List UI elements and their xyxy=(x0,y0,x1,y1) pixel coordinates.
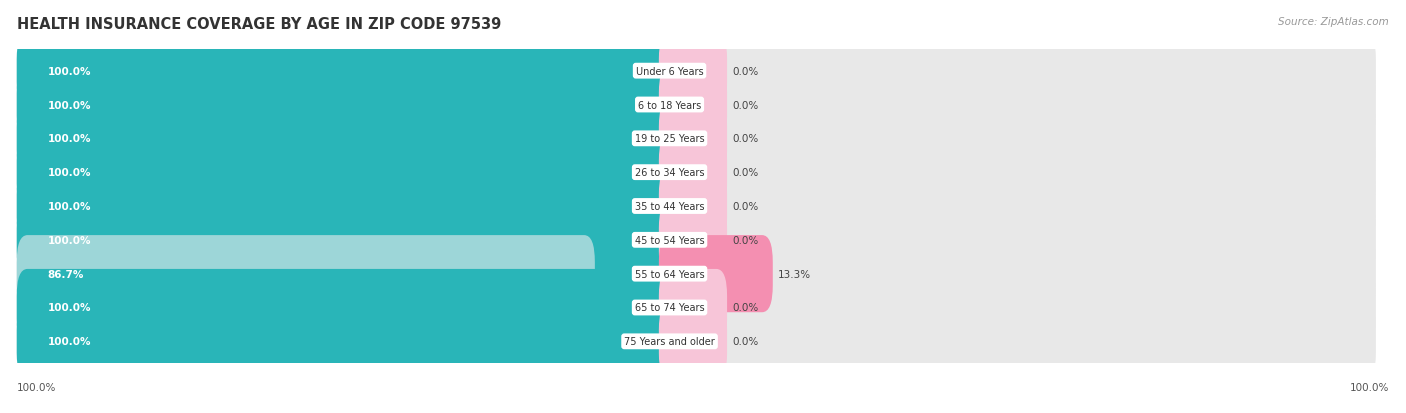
FancyBboxPatch shape xyxy=(659,134,727,211)
Text: 0.0%: 0.0% xyxy=(733,168,759,178)
Text: 0.0%: 0.0% xyxy=(733,66,759,76)
FancyBboxPatch shape xyxy=(659,202,727,279)
Text: 0.0%: 0.0% xyxy=(733,303,759,313)
Text: HEALTH INSURANCE COVERAGE BY AGE IN ZIP CODE 97539: HEALTH INSURANCE COVERAGE BY AGE IN ZIP … xyxy=(17,17,501,31)
Text: 100.0%: 100.0% xyxy=(48,303,91,313)
Text: 35 to 44 Years: 35 to 44 Years xyxy=(634,202,704,211)
Text: 0.0%: 0.0% xyxy=(733,100,759,110)
Text: 65 to 74 Years: 65 to 74 Years xyxy=(634,303,704,313)
FancyBboxPatch shape xyxy=(17,303,681,380)
FancyBboxPatch shape xyxy=(17,100,1376,178)
FancyBboxPatch shape xyxy=(659,33,727,110)
Text: 26 to 34 Years: 26 to 34 Years xyxy=(634,168,704,178)
FancyBboxPatch shape xyxy=(17,269,1376,346)
Text: 19 to 25 Years: 19 to 25 Years xyxy=(634,134,704,144)
Text: 0.0%: 0.0% xyxy=(733,202,759,211)
Text: 100.0%: 100.0% xyxy=(48,337,91,347)
Text: 100.0%: 100.0% xyxy=(1350,382,1389,392)
Text: 100.0%: 100.0% xyxy=(48,235,91,245)
Text: 45 to 54 Years: 45 to 54 Years xyxy=(634,235,704,245)
Text: 6 to 18 Years: 6 to 18 Years xyxy=(638,100,702,110)
FancyBboxPatch shape xyxy=(17,168,1376,245)
FancyBboxPatch shape xyxy=(17,168,681,245)
FancyBboxPatch shape xyxy=(659,303,727,380)
Text: 0.0%: 0.0% xyxy=(733,235,759,245)
FancyBboxPatch shape xyxy=(17,67,681,144)
FancyBboxPatch shape xyxy=(17,202,681,279)
FancyBboxPatch shape xyxy=(659,235,773,313)
Text: 100.0%: 100.0% xyxy=(17,382,56,392)
FancyBboxPatch shape xyxy=(659,100,727,178)
FancyBboxPatch shape xyxy=(17,33,1376,110)
FancyBboxPatch shape xyxy=(17,269,681,346)
Text: 100.0%: 100.0% xyxy=(48,202,91,211)
Text: Under 6 Years: Under 6 Years xyxy=(636,66,703,76)
Text: 0.0%: 0.0% xyxy=(733,337,759,347)
FancyBboxPatch shape xyxy=(17,202,1376,279)
Text: 75 Years and older: 75 Years and older xyxy=(624,337,714,347)
FancyBboxPatch shape xyxy=(17,235,1376,313)
FancyBboxPatch shape xyxy=(659,168,727,245)
Text: 100.0%: 100.0% xyxy=(48,66,91,76)
Text: 100.0%: 100.0% xyxy=(48,168,91,178)
FancyBboxPatch shape xyxy=(17,134,1376,211)
Text: 0.0%: 0.0% xyxy=(733,134,759,144)
FancyBboxPatch shape xyxy=(17,67,1376,144)
Text: 100.0%: 100.0% xyxy=(48,134,91,144)
FancyBboxPatch shape xyxy=(659,269,727,346)
FancyBboxPatch shape xyxy=(17,134,681,211)
FancyBboxPatch shape xyxy=(17,303,1376,380)
Text: 13.3%: 13.3% xyxy=(778,269,811,279)
Text: 55 to 64 Years: 55 to 64 Years xyxy=(634,269,704,279)
Text: Source: ZipAtlas.com: Source: ZipAtlas.com xyxy=(1278,17,1389,26)
Text: 100.0%: 100.0% xyxy=(48,100,91,110)
FancyBboxPatch shape xyxy=(659,67,727,144)
FancyBboxPatch shape xyxy=(17,235,595,313)
FancyBboxPatch shape xyxy=(17,33,681,110)
Text: 86.7%: 86.7% xyxy=(48,269,84,279)
FancyBboxPatch shape xyxy=(17,100,681,178)
